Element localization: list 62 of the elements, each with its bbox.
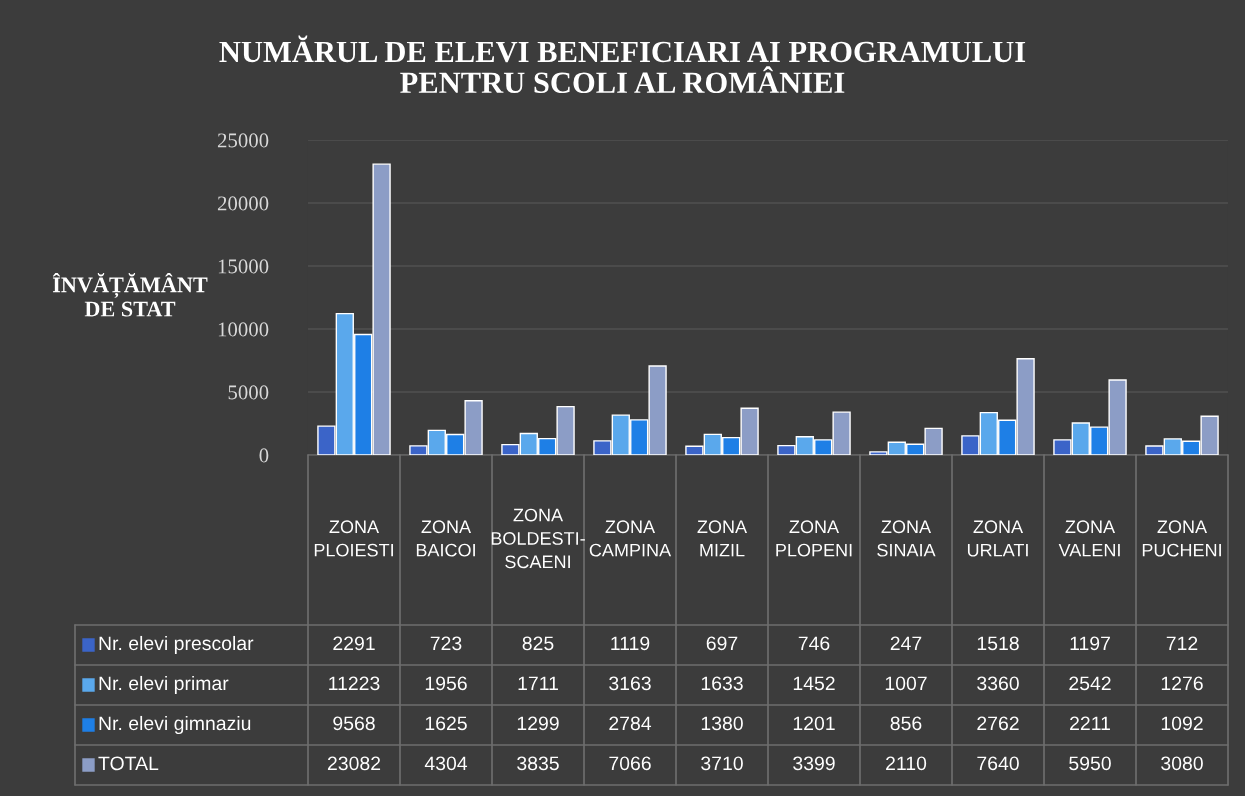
data-label: 3399 xyxy=(793,756,835,771)
data-label: 3835 xyxy=(517,756,559,771)
data-label: 1518 xyxy=(977,636,1019,651)
y-tick-label: 25000 xyxy=(217,133,269,148)
y-tick-label: 0 xyxy=(259,448,269,463)
data-label: 7640 xyxy=(977,756,1019,771)
data-label: 1119 xyxy=(611,636,650,651)
data-label: 247 xyxy=(890,636,922,651)
data-label: 2762 xyxy=(977,716,1019,731)
data-label: 11223 xyxy=(329,676,380,691)
data-label: 2291 xyxy=(333,636,375,651)
x-tick-label: ZONA BOLDESTI-SCAENI xyxy=(491,508,585,569)
data-label: 3080 xyxy=(1161,756,1203,771)
x-tick-label: ZONA PLOPENI xyxy=(776,520,852,557)
data-label: 9568 xyxy=(333,716,375,731)
legend-label: Nr. elevi gimnaziu xyxy=(99,715,251,735)
data-label: 1092 xyxy=(1161,716,1203,731)
legend-label: Nr. elevi prescolar xyxy=(99,635,254,655)
x-tick-label: ZONA PUCHENI xyxy=(1142,520,1221,557)
data-label: 2110 xyxy=(886,756,927,771)
data-label: 1452 xyxy=(793,676,835,691)
x-tick-label: ZONA BAICOI xyxy=(416,520,475,557)
data-label: 825 xyxy=(522,636,554,651)
x-tick-label: ZONA SINAIA xyxy=(877,520,936,557)
x-tick-label: ZONA MIZIL xyxy=(697,520,748,557)
y-tick-label: 20000 xyxy=(217,196,269,211)
data-label: 697 xyxy=(706,636,738,651)
x-tick-label: ZONA URLATI xyxy=(967,520,1028,557)
data-label: 1380 xyxy=(701,716,743,731)
chart-title: NUMĂRUL DE ELEVI BENEFICIARI AI PROGRAMULUI PENTRU SCOLI AL ROMÂNIEI xyxy=(219,35,1026,94)
x-tick-label: ZONA PLOIESTI xyxy=(314,520,393,557)
data-label: 1625 xyxy=(425,716,467,731)
data-label: 4304 xyxy=(424,756,468,771)
x-tick-label: ZONA CAMPINA xyxy=(589,520,672,557)
data-label: 712 xyxy=(1166,636,1198,651)
data-label: 1276 xyxy=(1161,676,1203,691)
y-axis-title: ÎNVĂȚĂMÂNT DE STAT xyxy=(52,272,208,317)
data-label: 1711 xyxy=(518,676,558,691)
data-label: 723 xyxy=(430,636,462,651)
data-label: 2784 xyxy=(609,716,652,731)
data-label: 2211 xyxy=(1070,716,1110,731)
y-tick-label: 5000 xyxy=(228,385,269,400)
data-label: 1299 xyxy=(517,716,559,731)
x-tick-label: ZONA VALENI xyxy=(1058,520,1120,557)
data-label: 1007 xyxy=(885,676,927,691)
data-label: 1201 xyxy=(793,716,835,731)
data-label: 856 xyxy=(890,716,922,731)
y-tick-label: 15000 xyxy=(218,259,269,274)
data-label: 1197 xyxy=(1070,636,1110,651)
data-label: 746 xyxy=(798,636,830,651)
data-label: 7066 xyxy=(609,756,651,771)
data-label: 3360 xyxy=(977,676,1019,691)
y-tick-label: 10000 xyxy=(218,322,269,337)
data-label: 3163 xyxy=(609,676,651,691)
data-label: 2542 xyxy=(1069,676,1111,691)
data-label: 5950 xyxy=(1069,756,1111,771)
data-label: 1956 xyxy=(425,676,467,691)
data-label: 1633 xyxy=(701,676,743,691)
legend-label: Nr. elevi primar xyxy=(99,675,229,695)
data-label: 23082 xyxy=(327,756,381,771)
legend-label: TOTAL xyxy=(98,756,159,771)
data-label: 3710 xyxy=(701,756,743,771)
